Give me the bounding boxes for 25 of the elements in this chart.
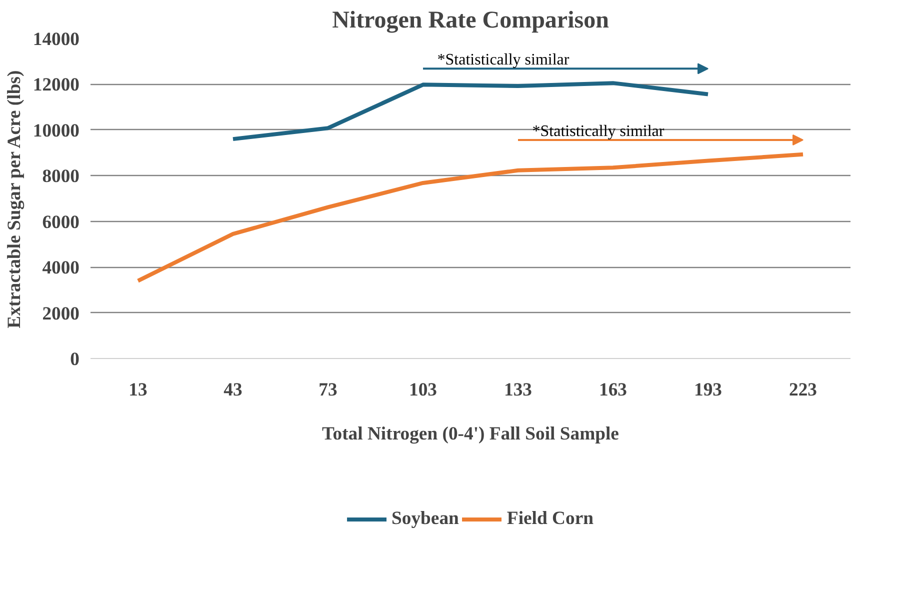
y-tick-label: 12000 <box>32 74 80 96</box>
x-tick-label: 163 <box>599 380 627 400</box>
x-tick-label: 43 <box>224 380 242 400</box>
y-axis-title: Extractable Sugar per Acre (lbs) <box>4 70 25 328</box>
x-tick-label: 193 <box>694 380 722 400</box>
legend-label: Soybean <box>392 508 459 530</box>
x-axis-title: Total Nitrogen (0-4') Fall Soil Sample <box>322 424 619 444</box>
x-tick-label: 73 <box>318 380 338 400</box>
line-series <box>231 81 710 142</box>
annotation: *Statistically similar <box>437 52 570 69</box>
x-tick-label: 133 <box>504 380 532 400</box>
y-tick-label: 14000 <box>32 29 80 50</box>
y-tick-label: 10000 <box>32 120 80 142</box>
legend-label: Field Corn <box>506 508 594 530</box>
y-tick-label: 8000 <box>42 166 80 188</box>
line-series <box>136 152 805 283</box>
y-tick-label: 4000 <box>42 258 80 279</box>
x-tick-label: 13 <box>128 380 148 400</box>
y-tick-label: 2000 <box>42 303 80 324</box>
x-tick-label: 103 <box>409 380 437 400</box>
y-tick-label: 6000 <box>42 212 80 233</box>
chart-title: Nitrogen Rate Comparison <box>332 8 609 34</box>
x-tick-label: 223 <box>789 380 817 400</box>
annotation: *Statistically similar <box>532 122 665 140</box>
y-tick-label: 0 <box>70 349 80 370</box>
